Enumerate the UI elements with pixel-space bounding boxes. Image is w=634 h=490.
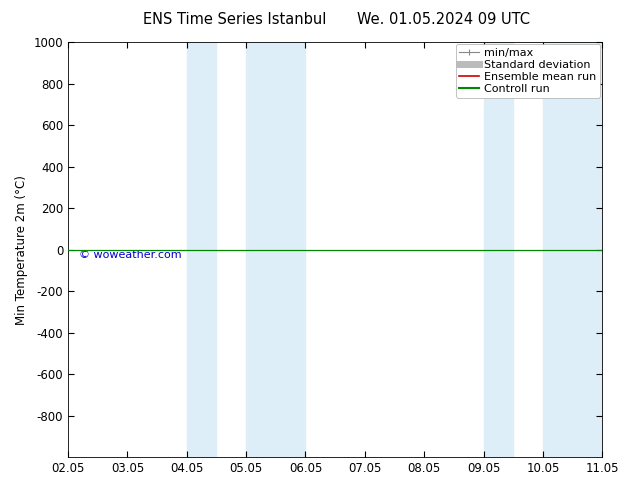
Bar <box>246 42 306 457</box>
Bar <box>543 42 602 457</box>
Y-axis label: Min Temperature 2m (°C): Min Temperature 2m (°C) <box>15 174 28 324</box>
Text: ENS Time Series Istanbul: ENS Time Series Istanbul <box>143 12 327 27</box>
Text: © woweather.com: © woweather.com <box>79 249 181 260</box>
Text: We. 01.05.2024 09 UTC: We. 01.05.2024 09 UTC <box>358 12 530 27</box>
Bar <box>484 42 513 457</box>
Legend: min/max, Standard deviation, Ensemble mean run, Controll run: min/max, Standard deviation, Ensemble me… <box>456 44 600 98</box>
Bar <box>187 42 216 457</box>
